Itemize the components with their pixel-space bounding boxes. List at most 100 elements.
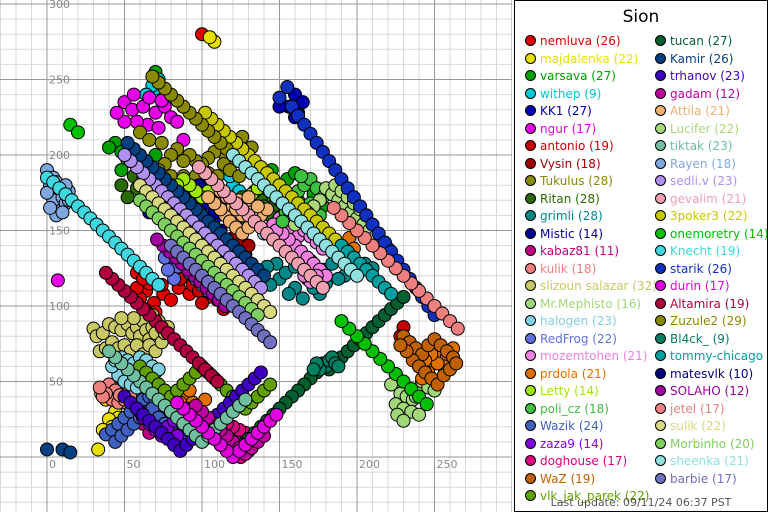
legend-marker-icon	[655, 385, 666, 396]
data-point-vlk-jak-parek	[263, 377, 278, 392]
legend-item: sedli.v (23)	[655, 174, 737, 191]
legend-label: kabaz81 (11)	[540, 244, 620, 258]
legend-marker-icon	[655, 245, 666, 256]
data-point-tukulus	[133, 125, 147, 140]
legend-marker-icon	[655, 420, 666, 431]
data-point-onemoretry	[419, 397, 434, 412]
x-tick-label: 100	[204, 458, 225, 471]
data-point-bl4ck-	[306, 362, 321, 377]
data-point-gevalim	[191, 160, 206, 175]
legend-item: Altamira (19)	[655, 297, 749, 314]
legend-label: RedFrog (22)	[540, 331, 617, 346]
legend-item: doghouse (17)	[525, 454, 627, 471]
data-point-attila	[241, 190, 256, 205]
legend-marker-icon	[655, 157, 666, 169]
legend-label: tommy-chicago (	[670, 349, 768, 363]
legend-marker-icon	[525, 122, 536, 134]
legend-marker-icon	[655, 332, 666, 344]
legend-label: 3poker3 (22)	[670, 209, 748, 223]
legend-item: Letty (14)	[525, 384, 599, 401]
legend-label: SOLAHO (12)	[670, 384, 750, 398]
legend-label: Knecht (19)	[670, 244, 741, 258]
data-point-rayen	[40, 185, 54, 200]
data-point-altamira	[210, 374, 225, 389]
legend-label: grimli (28)	[540, 209, 603, 223]
legend-marker-icon	[655, 315, 666, 326]
data-point-grimli	[295, 291, 310, 306]
legend-label: gevalim (21)	[670, 191, 747, 206]
legend-label: Mr.Mephisto (16)	[540, 296, 642, 311]
legend-item: Rayen (18)	[655, 157, 736, 174]
legend-item: trhanov (23)	[655, 69, 745, 86]
legend-marker-icon	[655, 350, 666, 361]
data-point-ngur	[142, 90, 157, 105]
legend-marker-icon	[525, 35, 536, 46]
legend-item: Attila (21)	[655, 104, 730, 121]
data-point-kulik	[92, 380, 107, 395]
legend-marker-icon	[655, 122, 666, 134]
legend-marker-icon	[525, 402, 536, 414]
legend-item: vlk_jak_parek (22)	[525, 489, 649, 506]
data-point-tiktak	[238, 392, 253, 407]
legend-item: KK1 (27)	[525, 104, 592, 121]
legend-marker-icon	[655, 280, 666, 291]
legend-label: barbie (17)	[670, 471, 737, 486]
legend-label: Morbinho (20)	[670, 436, 755, 451]
legend-marker-icon	[525, 367, 536, 379]
data-point-ritan	[114, 178, 129, 193]
legend-marker-icon	[525, 420, 536, 431]
legend-marker-icon	[525, 227, 536, 239]
data-point-grimli	[331, 271, 346, 286]
legend-item: Knecht (19)	[655, 244, 740, 261]
data-point-jetel	[450, 321, 465, 336]
legend-marker-icon	[655, 297, 666, 309]
legend-marker-icon	[655, 455, 666, 466]
legend-label: KK1 (27)	[540, 104, 592, 118]
data-point-mr-mephisto	[396, 413, 411, 428]
legend-label: mozemtohen (21)	[540, 349, 648, 363]
data-point-nemluva	[164, 292, 178, 307]
data-point-grimli	[281, 286, 296, 301]
legend-item: RedFrog (22)	[525, 332, 617, 349]
data-point-rayen	[55, 205, 70, 220]
legend-marker-icon	[655, 367, 666, 379]
legend-marker-icon	[525, 262, 536, 274]
legend-label: matesvlk (10)	[670, 366, 754, 381]
legend-marker-icon	[525, 350, 536, 361]
legend-marker-icon	[655, 175, 666, 186]
legend-marker-icon	[655, 210, 666, 221]
x-tick-label: 150	[282, 458, 303, 471]
legend-item: majdalenka (22)	[525, 52, 638, 69]
legend-label: kulik (18)	[540, 261, 597, 276]
legend-marker-icon	[655, 227, 666, 239]
legend-item: barbie (17)	[655, 472, 737, 489]
legend-label: poli_cz (18)	[540, 401, 609, 416]
legend-label: antonio (19)	[540, 139, 614, 153]
legend-marker-icon	[525, 280, 536, 291]
legend-marker-icon	[655, 105, 666, 116]
data-point-tukulus	[176, 154, 191, 169]
legend-label: Mistic (14)	[540, 226, 604, 241]
y-tick-label: 150	[49, 225, 70, 238]
legend-item: matesvlk (10)	[655, 367, 753, 384]
legend-item: tucan (27)	[655, 34, 732, 51]
data-point-waz	[449, 356, 464, 371]
data-point-starik	[272, 90, 287, 105]
legend-label: WaZ (19)	[540, 471, 596, 486]
x-tick-label: 50	[127, 458, 141, 471]
legend-item: ngur (17)	[525, 122, 596, 139]
legend-marker-icon	[655, 437, 666, 449]
legend-item: Vysin (18)	[525, 157, 601, 174]
legend-marker-icon	[655, 472, 666, 484]
data-point-kamir	[40, 442, 54, 457]
legend-label: tucan (27)	[670, 34, 733, 48]
y-tick-label: 300	[49, 0, 70, 11]
legend-item: gadam (12)	[655, 87, 740, 104]
legend-label: sheenka (21)	[670, 454, 749, 468]
legend-item: Lucifer (22)	[655, 122, 739, 139]
legend-marker-icon	[525, 105, 536, 116]
y-tick-label: 100	[49, 300, 70, 313]
legend-label: starik (26)	[670, 261, 732, 276]
legend-item: poli_cz (18)	[525, 402, 609, 419]
data-point-tucan	[396, 289, 411, 304]
